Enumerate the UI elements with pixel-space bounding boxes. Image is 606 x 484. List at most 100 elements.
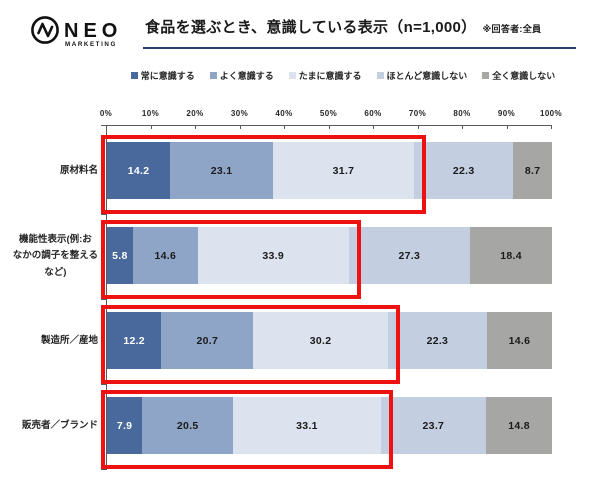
x-tick-mark (462, 125, 463, 129)
x-tick-label: 30% (230, 109, 249, 118)
legend-swatch-icon (376, 72, 384, 79)
bar-segment: 18.4 (470, 227, 552, 284)
legend-label: 常に意識する (140, 71, 195, 81)
bar-row: 12.2 20.7 30.2 22.3 14.6 (107, 312, 552, 369)
x-tick-mark (506, 125, 508, 129)
bar-segment: 22.3 (414, 142, 514, 199)
neo-marketing-logo: NEO MARKETING (28, 12, 138, 52)
segment-value: 23.7 (422, 419, 445, 432)
segment-value: 18.4 (500, 249, 522, 262)
x-tick-label: 0% (99, 109, 113, 118)
x-tick-label: 20% (186, 109, 204, 118)
legend-label: 全く意識しない (492, 71, 556, 81)
title-underline (143, 47, 576, 49)
segment-value: 22.3 (452, 164, 475, 177)
bar-segment: 23.7 (380, 397, 487, 454)
bar-segment: 27.3 (348, 227, 471, 284)
legend-item: 全く意識しない (482, 69, 555, 82)
chart-legend: 常に意識する よく意識する たまに意識する ほとんど意識しない 全く意識しない (100, 69, 586, 82)
title-text: 食品を選ぶとき、意識している表示（n=1,000） (145, 19, 477, 36)
logo-subtext: MARKETING (65, 41, 117, 48)
logo-text: NEO (64, 20, 122, 42)
x-tick-mark (239, 125, 241, 129)
bar-row: 5.8 14.6 33.9 27.3 18.4 (107, 227, 552, 284)
x-tick-mark (328, 125, 330, 129)
legend-label: たまに意識する (298, 71, 362, 81)
segment-value: 5.8 (112, 249, 128, 262)
x-tick-label: 40% (275, 109, 293, 118)
page-title: 食品を選ぶとき、意識している表示（n=1,000） ※回答者:全員 (145, 16, 585, 37)
legend-label: ほとんど意識しない (386, 71, 468, 81)
bar-segment: 23.1 (170, 142, 273, 199)
x-tick-mark (373, 125, 374, 129)
legend-swatch-icon (209, 72, 217, 79)
x-tick-mark (106, 125, 107, 129)
x-tick-label: 10% (141, 109, 160, 118)
bar-segment: 22.3 (387, 312, 487, 369)
legend-item: たまに意識する (288, 69, 362, 82)
y-tick-mark (101, 214, 106, 215)
segment-value: 31.7 (332, 164, 355, 177)
x-tick-mark (417, 125, 419, 129)
bar-segment: 5.8 (107, 227, 133, 284)
legend-item: 常に意識する (130, 69, 195, 82)
legend-label: よく意識する (219, 71, 274, 81)
category-label: 販売者／ブランド (21, 420, 98, 432)
x-tick-label: 100% (539, 109, 563, 118)
segment-value: 33.1 (296, 419, 318, 432)
bar-segment: 14.2 (107, 142, 171, 199)
segment-value: 30.2 (309, 334, 332, 347)
legend-swatch-icon (482, 72, 490, 79)
legend-swatch-icon (130, 72, 138, 79)
category-label: 製造所／産地 (40, 335, 98, 347)
x-tick-mark (551, 125, 552, 129)
bar-segment: 33.9 (197, 227, 349, 284)
legend-item: よく意識する (209, 69, 274, 82)
segment-value: 27.3 (398, 249, 421, 262)
x-tick-label: 60% (364, 109, 382, 118)
segment-value: 8.7 (524, 164, 541, 177)
x-tick-mark (195, 125, 196, 129)
x-tick-mark (150, 125, 152, 129)
segment-value: 14.2 (127, 164, 150, 177)
bar-segment: 20.7 (161, 312, 254, 369)
bar-row: 14.2 23.1 31.7 22.3 8.7 (107, 142, 552, 199)
category-label: 原材料名 (59, 165, 98, 177)
segment-value: 7.9 (116, 419, 133, 432)
logo-pulse-icon (37, 22, 54, 38)
x-tick-label: 50% (319, 109, 338, 118)
x-tick-label: 90% (497, 109, 516, 118)
category-label: 機能性表示(例:お なかの調子を整える など) (12, 234, 98, 278)
x-tick-label: 80% (453, 109, 471, 118)
bar-segment: 14.6 (487, 312, 552, 369)
bar-segment: 7.9 (107, 397, 143, 454)
segment-value: 14.6 (508, 334, 531, 347)
bar-segment: 8.7 (513, 142, 552, 199)
logo-circle-icon (31, 16, 59, 44)
y-tick-mark (101, 384, 106, 385)
segment-value: 33.9 (262, 249, 284, 262)
title-note: ※回答者:全員 (482, 24, 542, 34)
y-tick-mark (101, 299, 106, 300)
bar-segment: 30.2 (253, 312, 388, 369)
legend-swatch-icon (288, 72, 296, 79)
bar-segment: 14.8 (486, 397, 552, 454)
segment-value: 20.5 (176, 419, 199, 432)
segment-value: 22.3 (426, 334, 449, 347)
bar-segment: 31.7 (272, 142, 415, 199)
bar-segment: 12.2 (107, 312, 162, 369)
x-tick-mark (284, 125, 285, 129)
segment-value: 14.6 (154, 249, 177, 262)
bar-segment: 20.5 (142, 397, 234, 454)
y-tick-mark (101, 125, 106, 126)
y-tick-mark (101, 469, 106, 470)
segment-value: 12.2 (123, 334, 145, 347)
x-tick-label: 70% (408, 109, 427, 118)
segment-value: 20.7 (196, 334, 219, 347)
bar-segment: 14.6 (132, 227, 198, 284)
legend-item: ほとんど意識しない (376, 69, 468, 82)
segment-value: 23.1 (210, 164, 233, 177)
segment-value: 14.8 (508, 419, 530, 432)
bar-row: 7.9 20.5 33.1 23.7 14.8 (107, 397, 552, 454)
